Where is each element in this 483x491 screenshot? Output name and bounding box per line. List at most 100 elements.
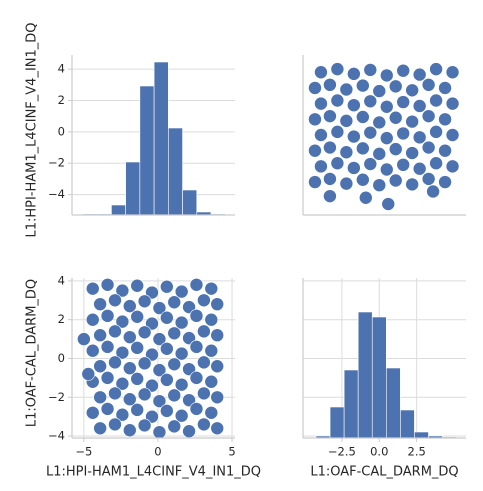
point — [93, 328, 107, 343]
bar — [400, 409, 415, 439]
bar — [343, 369, 359, 439]
point — [160, 341, 174, 356]
point — [210, 421, 225, 436]
point — [77, 332, 91, 346]
point — [85, 405, 100, 420]
point — [93, 359, 107, 374]
point — [438, 143, 452, 158]
point — [108, 293, 122, 308]
y-tick-label: −4 — [48, 429, 65, 443]
point — [363, 63, 378, 77]
point — [356, 172, 370, 187]
point — [122, 330, 137, 344]
point — [396, 63, 410, 78]
point — [363, 157, 378, 171]
point — [122, 361, 137, 375]
x-tick-label: 5 — [228, 445, 235, 459]
bar — [111, 204, 126, 216]
point — [363, 125, 378, 140]
bar — [168, 127, 183, 216]
point — [145, 409, 159, 424]
point — [160, 404, 174, 418]
point — [189, 371, 204, 385]
point — [347, 98, 361, 112]
point — [152, 394, 167, 408]
point — [379, 131, 394, 145]
point — [197, 386, 211, 401]
panel — [302, 55, 466, 216]
point — [381, 197, 396, 211]
point — [145, 285, 159, 300]
point — [429, 62, 443, 76]
point — [372, 147, 387, 161]
point — [412, 67, 427, 82]
point — [93, 421, 107, 436]
point — [330, 156, 345, 171]
point — [204, 312, 219, 327]
point — [167, 357, 182, 372]
point — [396, 158, 410, 172]
point — [204, 405, 219, 420]
point — [137, 325, 152, 340]
point — [130, 278, 144, 293]
point — [137, 418, 152, 433]
bar — [182, 189, 198, 216]
point — [438, 175, 452, 189]
point — [137, 356, 152, 371]
panel: −2.5 0.0 2.5 L1:OAF-CAL_DARM_DQ — [302, 278, 466, 480]
point — [174, 408, 189, 423]
point — [396, 95, 410, 109]
point — [204, 374, 219, 389]
point — [363, 94, 378, 109]
y-axis-label: L1:OAF-CAL_DARM_DQ — [25, 279, 40, 427]
point — [100, 371, 115, 385]
x-tick-label: 0 — [154, 445, 161, 459]
y-tick-label: −2 — [48, 156, 65, 170]
point — [339, 176, 354, 191]
point — [308, 81, 322, 95]
point — [323, 172, 337, 186]
point — [330, 62, 345, 76]
point — [445, 65, 460, 80]
point — [93, 297, 107, 311]
bar — [125, 161, 141, 216]
point — [210, 359, 225, 374]
point — [85, 312, 100, 327]
point — [405, 114, 419, 129]
x-tick-label: −5 — [75, 445, 92, 459]
point — [314, 65, 328, 80]
y-tick-label: 0 — [58, 351, 65, 365]
point — [93, 390, 107, 405]
point — [339, 145, 354, 160]
bar — [357, 311, 373, 439]
point — [323, 189, 337, 203]
point — [412, 161, 427, 176]
point — [356, 110, 370, 124]
point — [189, 402, 204, 416]
point — [167, 295, 182, 310]
point — [405, 177, 419, 192]
point — [356, 78, 370, 93]
bar — [385, 367, 401, 439]
point — [174, 377, 189, 392]
point — [210, 390, 225, 405]
point — [314, 159, 328, 174]
point — [379, 99, 394, 114]
point — [308, 143, 322, 158]
point — [388, 142, 403, 156]
point — [130, 309, 144, 324]
point — [438, 112, 452, 127]
point — [330, 93, 345, 108]
y-tick-label: −2 — [48, 390, 65, 404]
y-tick-label: −4 — [48, 187, 65, 201]
point — [160, 279, 174, 294]
point — [308, 112, 322, 127]
point — [100, 402, 115, 416]
point — [189, 277, 204, 292]
point — [152, 332, 167, 346]
point — [445, 96, 460, 111]
point — [379, 162, 394, 177]
point — [197, 324, 211, 339]
point — [396, 126, 410, 141]
point — [108, 417, 122, 432]
